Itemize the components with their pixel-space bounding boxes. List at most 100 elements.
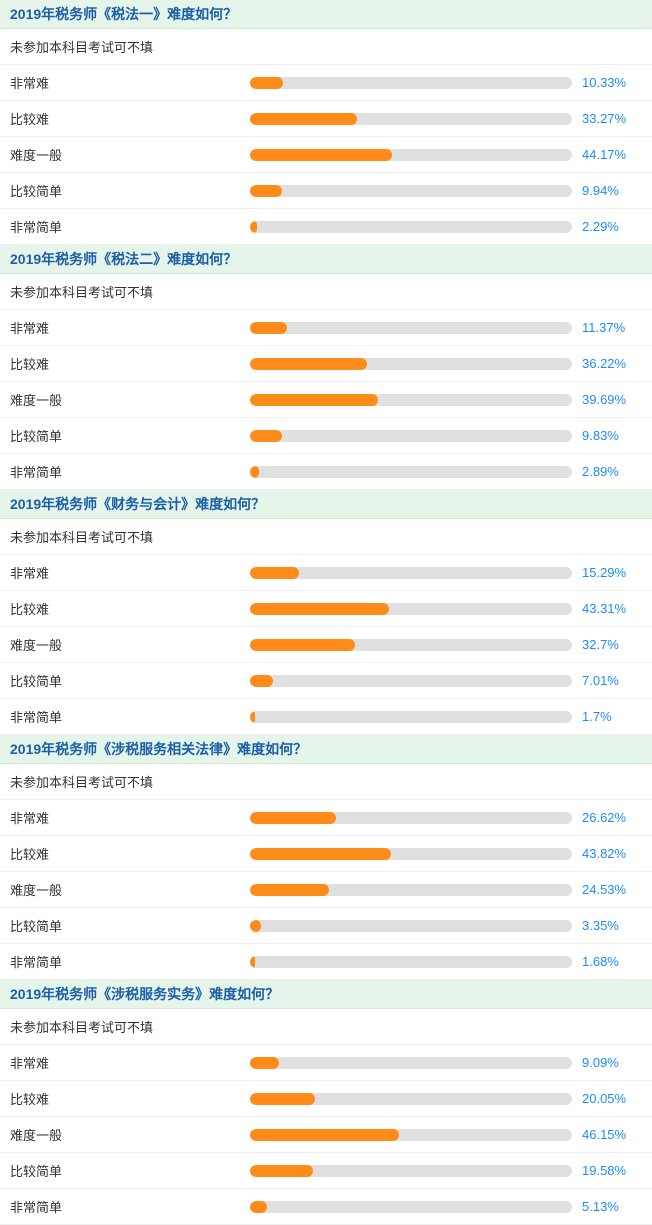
percent-value: 36.22% [572,356,642,371]
percent-value: 9.09% [572,1055,642,1070]
row-label: 比较简单 [10,916,250,935]
bar-fill [250,430,282,442]
bar-track [250,149,572,161]
percent-value: 33.27% [572,111,642,126]
row-label: 非常简单 [10,462,250,481]
section-header: 2019年税务师《税法二》难度如何？ [0,245,652,274]
result-row: 未参加本科目考试可不填 [0,519,652,555]
percent-value: 5.13% [572,1199,642,1214]
result-row: 比较难 43.82% [0,836,652,872]
bar-fill [250,920,261,932]
percent-value: 10.33% [572,75,642,90]
result-row: 难度一般32.7% [0,627,652,663]
row-label: 比较简单 [10,426,250,445]
bar-track [250,812,572,824]
result-row: 比较简单 7.01% [0,663,652,699]
bar-track [250,639,572,651]
bar-fill [250,466,259,478]
bar-fill [250,956,255,968]
row-label: 比较简单 [10,1161,250,1180]
result-row: 比较难 43.31% [0,591,652,627]
bar-fill [250,603,389,615]
bar-fill [250,77,283,89]
result-row: 非常简单 1.68% [0,944,652,980]
bar-fill [250,185,282,197]
percent-value: 1.7% [572,709,642,724]
row-label: 非常难 [10,73,250,92]
bar-fill [250,322,287,334]
percent-value: 26.62% [572,810,642,825]
bar-track [250,675,572,687]
percent-value: 2.29% [572,219,642,234]
section-header: 2019年税务师《税法一》难度如何？ [0,0,652,29]
bar-fill [250,1165,313,1177]
result-row: 比较难 36.22% [0,346,652,382]
bar-fill [250,848,391,860]
row-label: 非常简单 [10,952,250,971]
percent-value: 39.69% [572,392,642,407]
bar-track [250,1093,572,1105]
row-label: 非常简单 [10,707,250,726]
row-label: 未参加本科目考试可不填 [10,527,250,546]
percent-value: 19.58% [572,1163,642,1178]
percent-value: 1.68% [572,954,642,969]
row-label: 比较难 [10,1089,250,1108]
bar-track [250,322,572,334]
result-row: 难度一般44.17% [0,137,652,173]
bar-fill [250,884,329,896]
bar-track [250,711,572,723]
bar-track [250,466,572,478]
row-label: 非常难 [10,808,250,827]
row-label: 非常简单 [10,1197,250,1216]
result-row: 非常难 26.62% [0,800,652,836]
row-label: 比较难 [10,109,250,128]
row-label: 难度一般 [10,635,250,654]
percent-value: 20.05% [572,1091,642,1106]
row-label: 比较难 [10,354,250,373]
bar-track [250,1165,572,1177]
result-row: 非常简单 2.29% [0,209,652,245]
percent-value: 7.01% [572,673,642,688]
bar-track [250,77,572,89]
result-row: 未参加本科目考试可不填 [0,764,652,800]
result-row: 非常难9.09% [0,1045,652,1081]
bar-track [250,603,572,615]
bar-fill [250,675,273,687]
percent-value: 43.82% [572,846,642,861]
row-label: 比较简单 [10,671,250,690]
result-row: 未参加本科目考试可不填 [0,1009,652,1045]
row-label: 比较难 [10,599,250,618]
bar-fill [250,812,336,824]
row-label: 比较难 [10,844,250,863]
bar-track [250,956,572,968]
result-row: 比较难 20.05% [0,1081,652,1117]
percent-value: 11.37% [572,320,642,335]
result-row: 难度一般24.53% [0,872,652,908]
percent-value: 3.35% [572,918,642,933]
percent-value: 44.17% [572,147,642,162]
bar-track [250,884,572,896]
result-row: 比较简单9.94% [0,173,652,209]
bar-track [250,185,572,197]
row-label: 未参加本科目考试可不填 [10,1017,250,1036]
section-header: 2019年税务师《财务与会计》难度如何？ [0,490,652,519]
bar-track [250,848,572,860]
bar-track [250,1201,572,1213]
bar-fill [250,639,355,651]
bar-fill [250,221,257,233]
result-row: 比较难 33.27% [0,101,652,137]
bar-track [250,1057,572,1069]
result-row: 非常难15.29% [0,555,652,591]
result-row: 未参加本科目考试可不填 [0,274,652,310]
section-header: 2019年税务师《涉税服务相关法律》难度如何？ [0,735,652,764]
result-row: 难度一般39.69% [0,382,652,418]
bar-track [250,567,572,579]
row-label: 难度一般 [10,880,250,899]
row-label: 非常难 [10,318,250,337]
bar-fill [250,358,367,370]
result-row: 难度一般46.15% [0,1117,652,1153]
row-label: 非常简单 [10,217,250,236]
bar-fill [250,1057,279,1069]
percent-value: 43.31% [572,601,642,616]
bar-fill [250,113,357,125]
